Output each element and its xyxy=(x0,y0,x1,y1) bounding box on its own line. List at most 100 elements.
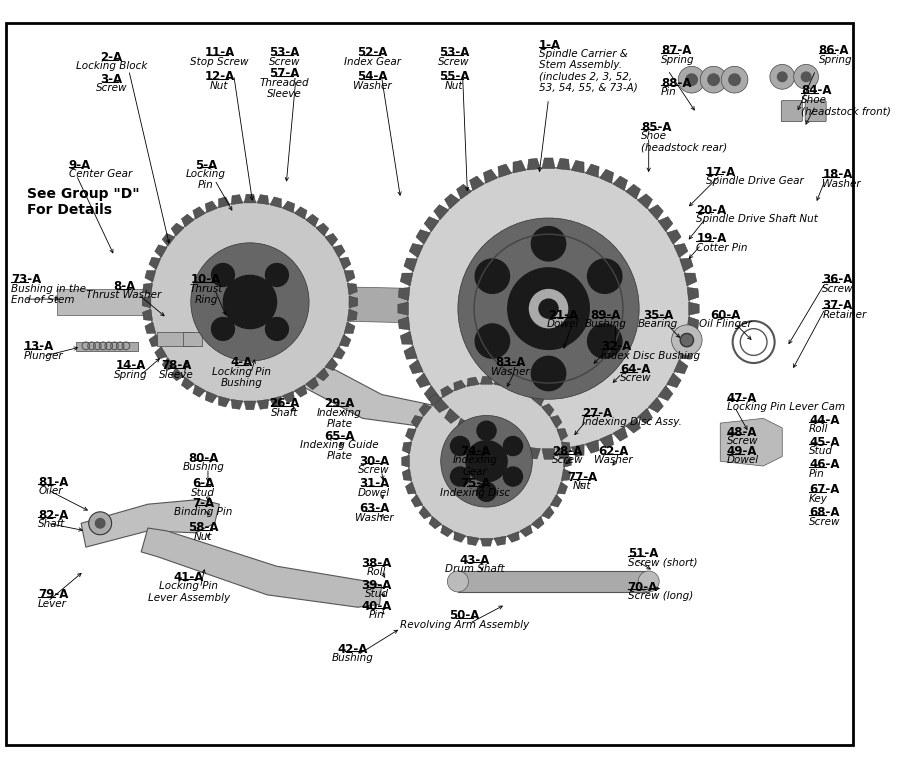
Polygon shape xyxy=(637,194,652,209)
Polygon shape xyxy=(398,316,410,329)
Circle shape xyxy=(588,324,622,358)
Polygon shape xyxy=(419,506,431,519)
Text: 78-A: 78-A xyxy=(161,359,192,372)
Polygon shape xyxy=(454,380,466,391)
Polygon shape xyxy=(333,346,345,359)
Polygon shape xyxy=(658,217,673,232)
Text: Screw: Screw xyxy=(358,465,390,475)
Text: 1-A: 1-A xyxy=(539,38,561,51)
Polygon shape xyxy=(467,377,479,386)
Polygon shape xyxy=(441,525,454,537)
Text: Screw (long): Screw (long) xyxy=(627,591,693,601)
Polygon shape xyxy=(270,396,282,407)
Polygon shape xyxy=(193,207,205,219)
Text: 85-A: 85-A xyxy=(641,121,671,134)
Text: 36-A: 36-A xyxy=(823,273,852,286)
Polygon shape xyxy=(481,538,492,546)
Text: 14-A: 14-A xyxy=(115,359,146,372)
Text: 55-A: 55-A xyxy=(439,70,469,83)
Text: Spring: Spring xyxy=(114,369,148,379)
Circle shape xyxy=(408,167,689,450)
Text: Stud: Stud xyxy=(364,589,389,599)
Circle shape xyxy=(95,518,105,528)
Text: 32-A: 32-A xyxy=(601,340,631,353)
Circle shape xyxy=(191,243,309,361)
Polygon shape xyxy=(401,455,410,468)
Polygon shape xyxy=(520,386,533,398)
Circle shape xyxy=(466,441,507,482)
Polygon shape xyxy=(205,201,218,213)
Polygon shape xyxy=(613,427,627,442)
Text: 3-A: 3-A xyxy=(101,73,122,86)
Polygon shape xyxy=(142,296,151,308)
Text: Stud: Stud xyxy=(809,446,833,456)
Bar xyxy=(184,333,202,346)
Polygon shape xyxy=(339,257,351,270)
Circle shape xyxy=(477,421,496,440)
Text: 8-A: 8-A xyxy=(112,280,135,293)
Polygon shape xyxy=(419,404,431,416)
Text: 74-A: 74-A xyxy=(460,445,491,458)
Text: Thrust Washer: Thrust Washer xyxy=(86,290,162,300)
Text: 89-A: 89-A xyxy=(590,309,621,322)
Text: 54-A: 54-A xyxy=(356,70,387,83)
Circle shape xyxy=(778,72,787,81)
Text: 86-A: 86-A xyxy=(818,45,849,58)
Text: 64-A: 64-A xyxy=(620,363,651,376)
Bar xyxy=(548,295,663,322)
Text: 27-A: 27-A xyxy=(582,407,612,420)
Polygon shape xyxy=(145,322,156,333)
Polygon shape xyxy=(470,427,484,442)
Text: Dowel: Dowel xyxy=(727,455,759,465)
Text: Threaded
Sleeve: Threaded Sleeve xyxy=(259,78,309,99)
Polygon shape xyxy=(316,368,328,381)
Circle shape xyxy=(451,436,470,455)
Text: Spring: Spring xyxy=(662,55,695,65)
Text: Lever: Lever xyxy=(38,598,67,608)
Text: 45-A: 45-A xyxy=(809,435,840,449)
Polygon shape xyxy=(688,316,698,329)
Polygon shape xyxy=(406,482,416,494)
Text: Cotter Pin: Cotter Pin xyxy=(697,243,748,253)
Circle shape xyxy=(707,74,719,85)
Text: Screw: Screw xyxy=(96,84,128,94)
Polygon shape xyxy=(445,194,460,209)
Text: Screw: Screw xyxy=(727,436,759,446)
Text: 80-A: 80-A xyxy=(188,452,219,465)
Polygon shape xyxy=(688,287,698,300)
Text: 47-A: 47-A xyxy=(727,392,757,405)
Text: 70-A: 70-A xyxy=(627,581,658,594)
Text: Bushing: Bushing xyxy=(585,319,626,329)
Text: 43-A: 43-A xyxy=(460,554,491,567)
Polygon shape xyxy=(250,285,548,326)
Polygon shape xyxy=(402,468,411,481)
Polygon shape xyxy=(508,531,519,542)
Text: Pin: Pin xyxy=(662,88,677,98)
Text: 10-A: 10-A xyxy=(191,273,221,286)
Text: Index Disc Bushing: Index Disc Bushing xyxy=(601,350,700,360)
Polygon shape xyxy=(141,528,382,607)
Polygon shape xyxy=(411,415,423,428)
Polygon shape xyxy=(556,158,570,170)
Text: Washer: Washer xyxy=(594,455,633,465)
Polygon shape xyxy=(542,158,555,168)
Text: 31-A: 31-A xyxy=(359,478,389,491)
Polygon shape xyxy=(404,258,418,272)
Text: Nut: Nut xyxy=(445,81,464,91)
Text: Key: Key xyxy=(809,494,828,504)
Circle shape xyxy=(223,276,276,329)
Polygon shape xyxy=(325,233,338,247)
Text: 38-A: 38-A xyxy=(362,557,392,570)
Polygon shape xyxy=(333,245,345,257)
Text: Roll: Roll xyxy=(367,567,386,577)
Polygon shape xyxy=(542,449,555,459)
Polygon shape xyxy=(563,455,572,468)
Polygon shape xyxy=(162,358,175,371)
Text: Revolving Arm Assembly: Revolving Arm Assembly xyxy=(400,620,529,630)
Circle shape xyxy=(149,202,350,402)
Circle shape xyxy=(794,65,818,89)
Polygon shape xyxy=(508,380,519,391)
Polygon shape xyxy=(244,401,256,409)
Text: 67-A: 67-A xyxy=(809,483,840,496)
Polygon shape xyxy=(483,434,498,448)
